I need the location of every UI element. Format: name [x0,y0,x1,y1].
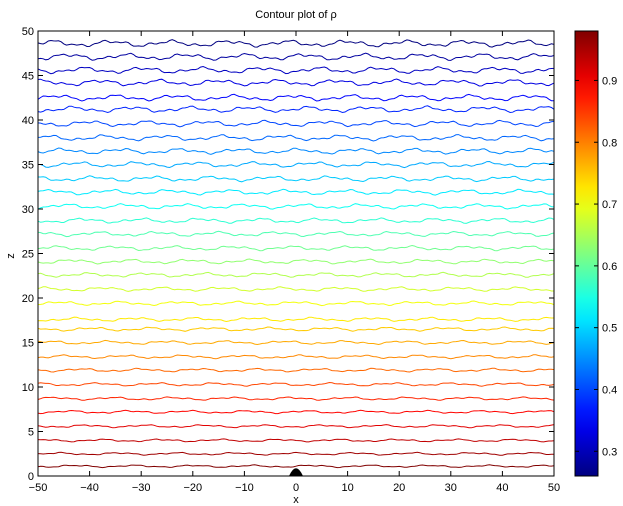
contour-line [37,339,555,346]
y-tick-label: 20 [22,293,34,305]
y-tick-label: 5 [28,427,34,439]
contour-line [37,326,555,332]
contour-line [37,188,555,196]
colorbar: 0.3 0.4 0.5 0.6 0.7 0.8 0.9 [574,30,617,477]
y-tick-label: 50 [22,26,34,38]
contour-line [37,409,555,415]
contour-plot-area: −50 −40 −30 −20 −10 0 10 20 30 40 50 0 5 10 15 20 25 30 3… [22,26,560,494]
plot-background [38,31,554,476]
contour-line [37,230,555,238]
colorbar-tick-label: 0.5 [602,323,617,335]
y-tick-label: 35 [22,160,34,172]
colorbar-tick-label: 0.3 [602,446,617,458]
contour-line [37,39,555,48]
y-tick-label: 30 [22,204,34,216]
y-tick-label: 45 [22,71,34,83]
x-tick-label: −30 [132,482,151,494]
contour-line [38,160,555,169]
contour-line [37,258,555,265]
y-tick-label: 25 [22,249,34,261]
colorbar-tick-label: 0.7 [602,199,617,211]
contour-line [37,424,555,429]
contour-line [37,300,555,307]
contour-line [37,438,555,443]
x-axis-label: x [293,494,299,506]
x-tick-label: 10 [341,482,353,494]
contour-lines [37,39,555,469]
contour-line [37,65,555,75]
contour-line [37,217,555,224]
colorbar-tick-label: 0.4 [602,384,617,396]
contour-line [37,464,555,469]
x-tick-label: −20 [183,482,202,494]
x-axis-ticks: −50 −40 −30 −20 −10 0 10 20 30 40 50 [29,31,560,494]
contour-line [37,271,555,278]
y-tick-label: 15 [22,338,34,350]
colorbar-tick-label: 0.8 [602,137,617,149]
contour-line [37,354,555,360]
y-tick-label: 40 [22,115,34,127]
contour-line [37,105,555,114]
contour-line [37,52,555,61]
y-axis-label: z [5,253,17,259]
contour-line [38,175,555,183]
x-tick-label: 30 [445,482,457,494]
contour-line [37,316,554,323]
chart-title: Contour plot of ρ [255,9,336,21]
colorbar-tick-label: 0.9 [602,75,617,87]
contour-line [37,119,555,128]
contour-line [37,451,554,456]
colorbar-gradient [574,30,599,477]
contour-line [37,147,555,155]
x-tick-label: 40 [496,482,508,494]
x-tick-label: −50 [29,482,48,494]
colorbar-ticks: 0.3 0.4 0.5 0.6 0.7 0.8 0.9 [575,75,617,458]
x-tick-label: 0 [293,482,299,494]
contour-line [37,78,555,87]
contour-line [37,134,555,142]
colorbar-tick-label: 0.6 [602,261,617,273]
y-tick-label: 0 [28,471,34,483]
contour-line [37,396,555,401]
contour-line [37,367,555,373]
x-tick-label: −40 [80,482,99,494]
contour-line [37,203,555,210]
contour-line [37,286,554,292]
x-tick-label: −10 [235,482,254,494]
contour-line [37,244,555,252]
contour-line [37,93,554,102]
x-tick-label: 20 [393,482,405,494]
contour-line [37,381,555,387]
x-tick-label: 50 [548,482,560,494]
y-tick-label: 10 [22,382,34,394]
y-axis-ticks: 0 5 10 15 20 25 30 35 40 45 50 [22,26,554,483]
